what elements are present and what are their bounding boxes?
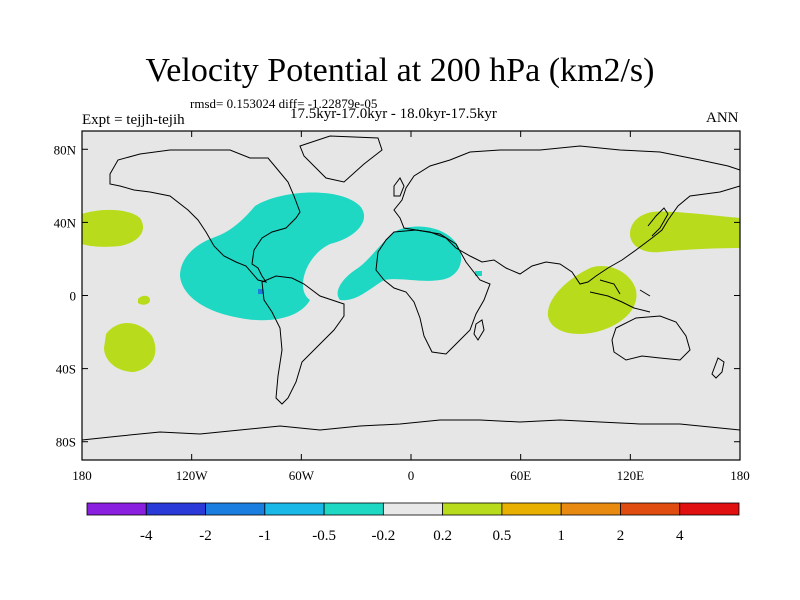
lon-tick-label: 60E — [510, 468, 531, 483]
colorbar-label: 0.2 — [433, 528, 452, 544]
latitude-axis: 80N 40N 0 40S 80S — [54, 142, 740, 450]
coastline-north-america — [109, 149, 301, 283]
colorbar-label: 2 — [617, 528, 625, 544]
coastline-japan — [647, 207, 669, 237]
colorbar-swatch — [205, 502, 266, 516]
colorbar-label: -0.5 — [312, 528, 336, 544]
colorbar-label: -2 — [199, 528, 212, 544]
colorbar-swatch — [323, 502, 384, 516]
anomaly-region-north-pacific-west — [82, 209, 144, 247]
colorbar-swatch — [145, 502, 206, 516]
lon-tick-label: 180 — [72, 468, 92, 483]
lon-tick-label: 120W — [176, 468, 209, 483]
colorbar: -4 -2 -1 -0.5 -0.2 0.2 0.5 1 2 4 — [86, 502, 740, 544]
colorbar-swatch — [442, 502, 503, 516]
lat-tick-label: 80N — [54, 142, 77, 157]
anomaly-region-tropical-atlantic-america — [180, 192, 365, 321]
season-label: ANN — [706, 110, 739, 126]
coastlines — [81, 135, 741, 441]
colorbar-swatch — [679, 502, 740, 516]
colorbar-label: -1 — [259, 528, 272, 544]
coastline-south-america — [261, 275, 345, 405]
lon-tick-label: 60W — [289, 468, 315, 483]
colorbar-label: -0.2 — [371, 528, 395, 544]
coastline-antarctica — [81, 419, 741, 441]
coastline-greenland — [299, 135, 383, 183]
lon-tick-label: 120E — [617, 468, 645, 483]
lat-tick-label: 40N — [54, 215, 77, 230]
anomaly-region-central-america-spot — [258, 289, 263, 294]
colorbar-label: 4 — [676, 528, 684, 544]
map-plot-area — [81, 130, 741, 461]
lat-tick-label: 80S — [56, 435, 76, 450]
colorbar-swatch — [501, 502, 562, 516]
coastline-australia — [611, 315, 691, 361]
lat-tick-label: 40S — [56, 362, 76, 377]
map-title: Velocity Potential at 200 hPa (km2/s) — [145, 52, 655, 89]
anomaly-region-south-pacific — [104, 322, 156, 372]
positive-anomaly-regions — [82, 209, 740, 372]
colorbar-swatch — [560, 502, 621, 516]
colorbar-swatch — [382, 502, 444, 516]
colorbar-label: -4 — [140, 528, 153, 544]
coastline-africa — [375, 229, 491, 355]
colorbar-swatch — [86, 502, 147, 516]
colorbar-label: 1 — [557, 528, 565, 544]
negative-anomaly-regions — [180, 192, 482, 321]
coastline-indonesia — [589, 279, 651, 313]
anomaly-region-east-asia-pacific — [630, 211, 740, 253]
colorbar-swatch — [264, 502, 325, 516]
anomaly-region-arabia-small — [475, 271, 482, 276]
anomaly-region-equatorial-pacific-spot — [138, 295, 150, 305]
longitude-axis: 180 120W 60W 0 60E 120E 180 — [72, 131, 750, 483]
colorbar-label: 0.5 — [493, 528, 512, 544]
lat-tick-label: 0 — [70, 289, 77, 304]
lon-tick-label: 180 — [730, 468, 750, 483]
period-subtitle: 17.5kyr-17.0kyr - 18.0kyr-17.5kyr — [290, 106, 497, 122]
coastline-eurasia — [393, 145, 741, 285]
coastline-new-zealand — [711, 357, 725, 379]
coastline-uk — [393, 177, 405, 197]
anomaly-region-africa-atlantic — [337, 226, 462, 301]
anomaly-region-maritime-continent — [547, 266, 637, 335]
experiment-label: Expt = tejjh-tejih — [82, 112, 185, 128]
colorbar-swatch — [620, 502, 681, 516]
rmsd-diff-stats: rmsd= 0.153024 diff= -1.22879e-05 — [190, 96, 378, 111]
coastline-madagascar — [473, 319, 485, 341]
lon-tick-label: 0 — [408, 468, 415, 483]
